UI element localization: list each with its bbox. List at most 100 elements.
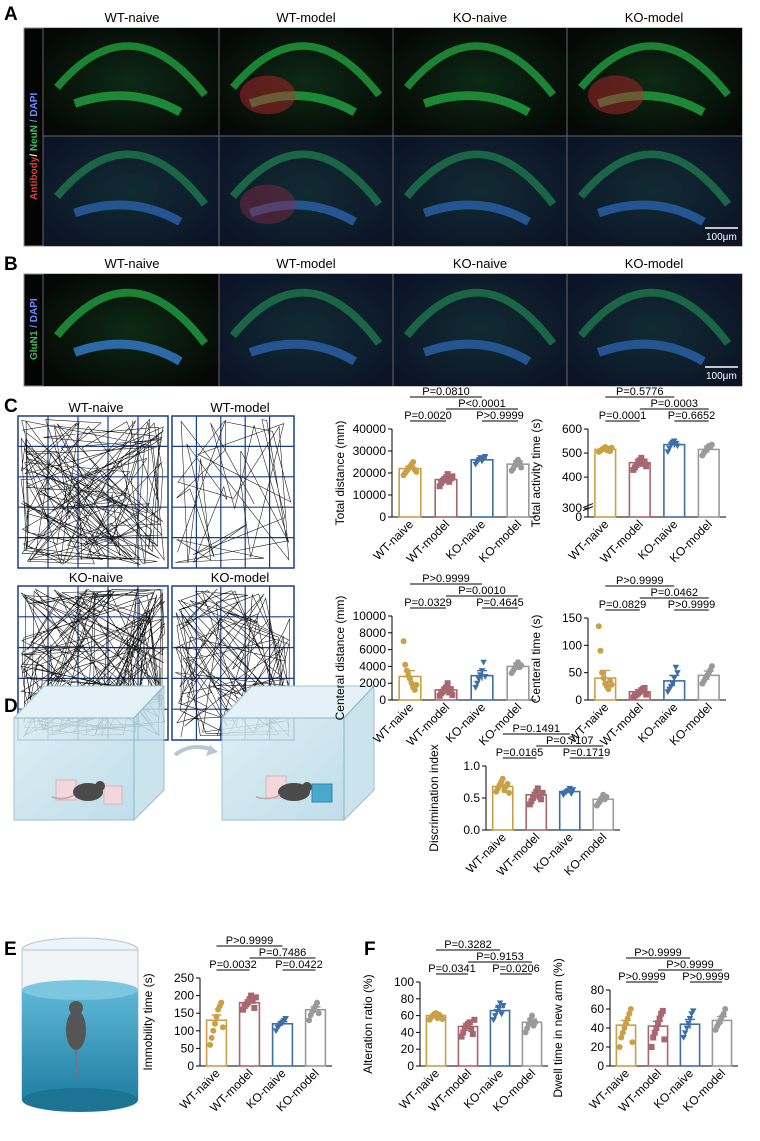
movement-trace xyxy=(20,418,165,565)
y-tick-label: 10000 xyxy=(353,609,387,623)
p-value-label: P=0.0829 xyxy=(599,599,646,611)
data-point xyxy=(490,1017,497,1024)
p-value-label: P=0.0010 xyxy=(458,585,505,597)
p-value-label: P=0.0032 xyxy=(209,959,256,971)
y-axis-label: Centeral time (s) xyxy=(529,615,543,704)
data-point xyxy=(680,1035,687,1041)
data-point xyxy=(629,1039,636,1046)
data-point xyxy=(411,686,418,693)
p-value-label: P=0.0206 xyxy=(492,963,539,975)
panel-a-header-wt-naive: WT-naive xyxy=(105,10,160,25)
y-tick-label: 60 xyxy=(401,1009,415,1023)
data-point xyxy=(608,681,615,688)
data-point xyxy=(608,444,615,451)
data-point xyxy=(653,1025,660,1031)
y-tick-label: 0 xyxy=(187,1059,194,1073)
y-tick-label: 40 xyxy=(401,1025,415,1039)
data-point xyxy=(605,686,612,693)
data-point xyxy=(569,787,577,793)
ca-cell-layer xyxy=(577,288,732,346)
data-point xyxy=(643,463,650,470)
y-tick-label: 250 xyxy=(174,971,194,985)
y-tick-label: 0.5 xyxy=(463,791,480,805)
p-value-label: P>0.9999 xyxy=(634,947,681,959)
data-point xyxy=(656,1015,663,1022)
data-point xyxy=(446,478,453,485)
track-box xyxy=(171,415,295,569)
data-point xyxy=(708,441,715,448)
p-value-label: P=0.0329 xyxy=(404,597,451,609)
y-axis-label: Centeral distance (mm) xyxy=(333,596,347,721)
bar-ko-naive xyxy=(558,790,581,831)
dentate-gyrus xyxy=(73,91,183,117)
data-point xyxy=(619,1029,626,1036)
data-point xyxy=(685,1020,692,1027)
p-value-label: P=0.7107 xyxy=(546,735,593,747)
dentate-gyrus xyxy=(596,339,706,366)
data-point xyxy=(460,1029,467,1036)
panel-letter-e: E xyxy=(4,939,17,960)
panel-b-micrographs: GluN1 / DAPI 100μm xyxy=(23,273,743,387)
data-point xyxy=(246,996,253,1003)
data-point xyxy=(538,796,545,803)
axis-break xyxy=(582,506,594,512)
data-point xyxy=(681,1030,689,1037)
ca-cell-layer xyxy=(229,288,383,346)
y-tick-label: 0 xyxy=(597,1059,604,1073)
p-value-label: P=0.5776 xyxy=(616,386,663,398)
panel-a-stain-label: Antibody/ NeuN / DAPI xyxy=(29,93,40,200)
data-point xyxy=(659,1007,666,1014)
axis-break xyxy=(582,503,594,509)
p-value-label: P=0.0462 xyxy=(651,587,698,599)
data-point xyxy=(218,999,225,1006)
data-point xyxy=(446,689,453,696)
ca-cell-layer xyxy=(230,42,383,98)
data-point xyxy=(443,474,449,481)
data-point xyxy=(533,788,540,795)
track-title-ko-model: KO-model xyxy=(211,570,270,585)
data-point xyxy=(670,675,678,682)
data-point xyxy=(249,997,256,1004)
data-point xyxy=(568,791,575,797)
p-value-label: P=0.6652 xyxy=(668,410,715,422)
data-point xyxy=(506,789,513,796)
p-value-label: P<0.0001 xyxy=(458,398,505,410)
dentate-gyrus xyxy=(597,200,706,226)
dentate-gyrus xyxy=(73,200,183,226)
track-box xyxy=(17,415,169,569)
data-point xyxy=(669,681,676,687)
dentate-gyrus xyxy=(73,339,183,366)
data-point xyxy=(315,1010,322,1017)
y-tick-label: 60 xyxy=(591,1002,605,1016)
data-point xyxy=(626,1010,633,1017)
data-point xyxy=(499,775,506,782)
dentate-gyrus xyxy=(248,91,357,117)
y-tick-label: 600 xyxy=(562,422,582,436)
data-point xyxy=(648,1044,655,1050)
p-value-label: P=0.0003 xyxy=(651,398,698,410)
data-point xyxy=(469,1031,476,1038)
data-point xyxy=(638,454,645,461)
data-point xyxy=(210,1027,217,1034)
dapi-background xyxy=(567,136,742,246)
p-value-label: P=0.0341 xyxy=(428,963,475,975)
data-point xyxy=(481,454,489,460)
y-tick-label: 20 xyxy=(401,1042,415,1056)
antibody-signal xyxy=(588,75,644,115)
y-tick-label: 500 xyxy=(562,446,582,460)
data-point xyxy=(616,1044,623,1050)
data-point xyxy=(439,1015,446,1022)
bar-wt-naive xyxy=(594,448,617,518)
panel-b-header-ko-naive: KO-naive xyxy=(453,256,507,271)
data-point xyxy=(674,670,681,676)
p-value-label: P>0.9999 xyxy=(476,410,523,422)
bar-ko-naive xyxy=(470,458,494,518)
y-tick-label: 0 xyxy=(379,693,386,707)
panel-letter-f: F xyxy=(364,939,376,960)
data-point xyxy=(531,791,538,798)
data-point xyxy=(240,1006,247,1013)
data-point xyxy=(661,1036,668,1043)
data-point xyxy=(624,1015,631,1022)
